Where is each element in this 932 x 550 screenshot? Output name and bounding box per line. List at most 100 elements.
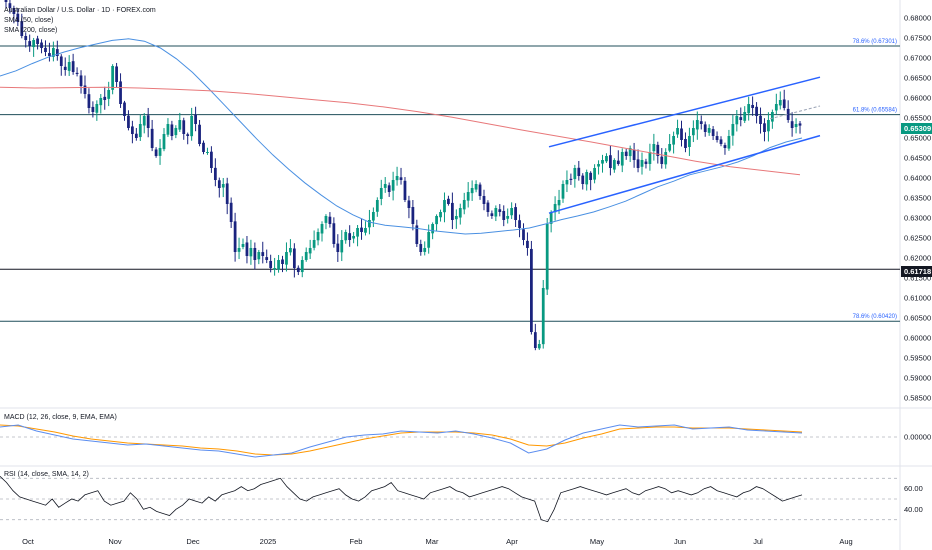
candle: [28, 34, 32, 52]
candle-body: [782, 99, 786, 108]
macd-pane[interactable]: [0, 424, 900, 458]
candle-body: [723, 145, 727, 148]
candle-body: [249, 248, 253, 257]
legend-macd[interactable]: MACD (12, 26, close, 9, EMA, EMA): [4, 414, 117, 421]
candle-body: [399, 177, 403, 180]
x-tick-label: Oct: [22, 537, 35, 546]
candle-body: [257, 252, 261, 260]
candle-body: [443, 200, 446, 213]
candle: [304, 247, 308, 262]
channel-mid-line: [769, 105, 821, 120]
macd-tick-label: 0.00000: [904, 433, 931, 442]
legend-sma200[interactable]: SMA (200, close): [4, 27, 57, 34]
candle-body: [241, 244, 245, 247]
candle: [158, 139, 162, 165]
candle-body: [707, 128, 711, 133]
candle: [146, 107, 150, 138]
candle-body: [79, 75, 83, 86]
candle-body: [612, 160, 616, 170]
candle: [292, 243, 296, 278]
candle-body: [383, 184, 387, 188]
candle-body: [656, 144, 660, 156]
candle: [549, 210, 553, 233]
candle-body: [711, 129, 715, 136]
candle-body: [356, 228, 359, 237]
channel-lower-line: [548, 134, 821, 214]
candle: [506, 208, 510, 224]
candle-body: [194, 114, 197, 124]
candle-body: [506, 216, 510, 219]
candle-body: [170, 124, 174, 136]
candle-body: [510, 208, 514, 216]
candle: [245, 236, 249, 264]
candle: [601, 154, 604, 173]
rsi-pane[interactable]: [0, 476, 900, 523]
candle-body: [229, 202, 233, 222]
candle: [55, 40, 59, 61]
y-tick-label: 0.58500: [904, 394, 931, 403]
candle: [91, 101, 95, 118]
candle-body: [344, 232, 348, 241]
candle: [269, 254, 273, 273]
candle: [755, 102, 758, 124]
candle-body: [628, 148, 632, 157]
x-tick-label: Nov: [108, 537, 122, 546]
candle: [648, 143, 652, 171]
candle: [593, 164, 596, 184]
candle: [383, 177, 387, 193]
candle-body: [300, 260, 304, 273]
candle: [375, 197, 379, 217]
candle: [711, 126, 715, 141]
y-tick-label: 0.63500: [904, 194, 931, 203]
candle-body: [680, 128, 683, 140]
candle: [399, 167, 403, 185]
candle: [142, 113, 146, 134]
fib-level-label: 78.6% (0.60420): [853, 314, 897, 320]
y-tick-label: 0.66000: [904, 94, 931, 103]
candle: [541, 280, 545, 349]
price-pane[interactable]: 78.6% (0.67301) 61.8% (0.65584) 78.6% (0.6…: [0, 0, 900, 351]
candle-body: [127, 115, 130, 128]
channel-upper-line: [548, 76, 821, 148]
candle-body: [4, 0, 8, 2]
candle: [676, 119, 679, 138]
candle-body: [312, 240, 316, 248]
candle-body: [182, 120, 186, 134]
candle: [723, 142, 727, 155]
candle: [308, 239, 312, 260]
candle: [87, 88, 91, 114]
candle: [79, 70, 83, 94]
candle-body: [281, 259, 284, 264]
candle-body: [755, 106, 758, 116]
candle-body: [494, 208, 498, 217]
legend-sma50[interactable]: SMA (50, close): [4, 17, 53, 24]
candle: [561, 180, 565, 203]
candle: [447, 195, 450, 206]
candle-body: [688, 136, 691, 148]
candle-body: [561, 184, 565, 199]
candle-body: [162, 134, 166, 150]
candle-body: [107, 90, 111, 99]
candle: [237, 237, 241, 260]
candle-body: [605, 156, 608, 162]
candle-body: [794, 124, 798, 128]
candle: [20, 13, 24, 39]
candle: [522, 223, 525, 246]
candle: [344, 229, 348, 244]
candle: [589, 171, 593, 191]
sma50-line: [0, 38, 803, 235]
candle-body: [668, 144, 672, 151]
candle: [411, 199, 415, 231]
legend-symbol[interactable]: Australian Dollar / U.S. Dollar · 1D · F…: [4, 7, 156, 14]
candle-body: [40, 42, 43, 48]
candle-body: [265, 257, 269, 260]
candle-body: [371, 212, 375, 221]
candle-body: [676, 128, 679, 135]
candle: [249, 239, 253, 265]
candle-body: [747, 104, 751, 114]
y-tick-label: 0.59500: [904, 354, 931, 363]
candle: [435, 214, 438, 232]
legend-rsi[interactable]: RSI (14, close, SMA, 14, 2): [4, 471, 89, 478]
candle: [253, 242, 257, 270]
